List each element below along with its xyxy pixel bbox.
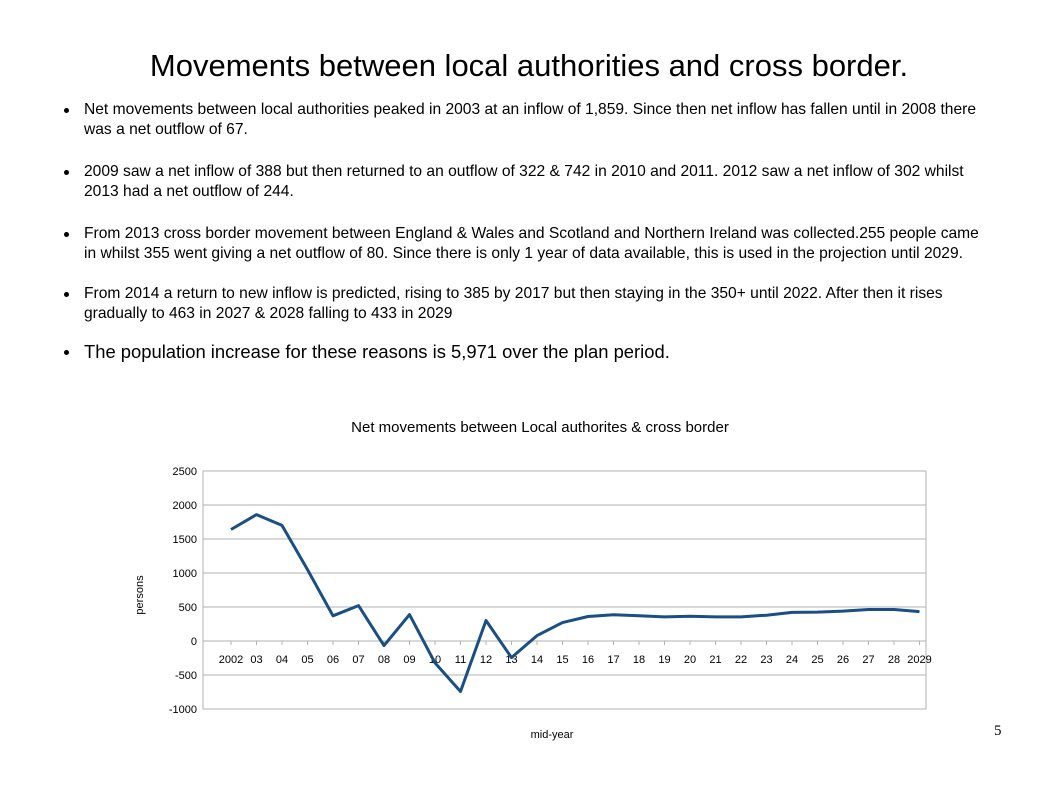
x-tick-label: 13: [505, 654, 517, 666]
bullet-item: Net movements between local authorities …: [62, 100, 992, 140]
x-axis-ticks: 2002 03 04 05 06 07 08 09 10 11 12 13 14 15 16 17 18 19 20…: [219, 641, 932, 666]
bullet-item: 2009 saw a net inflow of 388 but then re…: [62, 162, 992, 202]
x-tick-label: 09: [403, 654, 415, 666]
x-tick-label: 14: [531, 654, 543, 666]
bullet-item: From 2013 cross border movement between …: [62, 224, 992, 264]
x-tick-label: 12: [480, 654, 492, 666]
y-axis-label: persons: [134, 575, 146, 615]
x-tick-label: 06: [327, 654, 339, 666]
x-tick-label: 24: [786, 654, 798, 666]
x-tick-label: 2029: [907, 654, 931, 666]
y-axis-ticks: -1000 -500 0 500 1000 1500 2000 2500: [169, 466, 197, 716]
x-tick-label: 28: [888, 654, 900, 666]
x-tick-label: 25: [811, 654, 823, 666]
y-tick-label: 500: [179, 602, 197, 614]
x-tick-label: 23: [760, 654, 772, 666]
x-tick-label: 07: [352, 654, 364, 666]
y-tick-label: -500: [175, 670, 197, 682]
series-line: [230, 513, 920, 693]
plot-area: [202, 470, 927, 710]
bullet-item-summary: The population increase for these reason…: [62, 340, 992, 364]
x-tick-label: 20: [684, 654, 696, 666]
y-tick-label: 1500: [173, 534, 197, 546]
y-tick-label: 1000: [173, 568, 197, 580]
x-tick-label: 2002: [219, 654, 243, 666]
x-tick-label: 26: [837, 654, 849, 666]
x-tick-label: 16: [582, 654, 594, 666]
x-tick-label: 17: [607, 654, 619, 666]
bullet-item: From 2014 a return to new inflow is pred…: [62, 284, 992, 324]
x-axis-label: mid-year: [531, 729, 574, 741]
x-tick-label: 11: [455, 654, 466, 666]
x-tick-label: 04: [276, 654, 288, 666]
gridlines: [203, 470, 926, 710]
x-tick-label: 03: [250, 654, 262, 666]
line-chart: Net movements between Local authorites &…: [134, 419, 932, 741]
page-number: 5: [994, 723, 1002, 739]
x-tick-label: 27: [862, 654, 874, 666]
x-tick-label: 19: [658, 654, 670, 666]
y-tick-label: 0: [191, 636, 197, 648]
bullet-list: Net movements between local authorities …: [62, 100, 992, 364]
slide-title: Movements between local authorities and …: [149, 48, 909, 83]
chart-title: Net movements between Local authorites &…: [351, 419, 729, 436]
y-tick-label: -1000: [169, 704, 197, 716]
x-tick-label: 08: [378, 654, 390, 666]
x-tick-label: 05: [301, 654, 313, 666]
x-tick-label: 22: [735, 654, 747, 666]
x-tick-label: 18: [633, 654, 645, 666]
x-tick-label: 15: [556, 654, 568, 666]
y-tick-label: 2500: [173, 466, 197, 478]
y-tick-label: 2000: [173, 500, 197, 512]
x-tick-label: 21: [709, 654, 721, 666]
series-line-group: [230, 513, 920, 693]
